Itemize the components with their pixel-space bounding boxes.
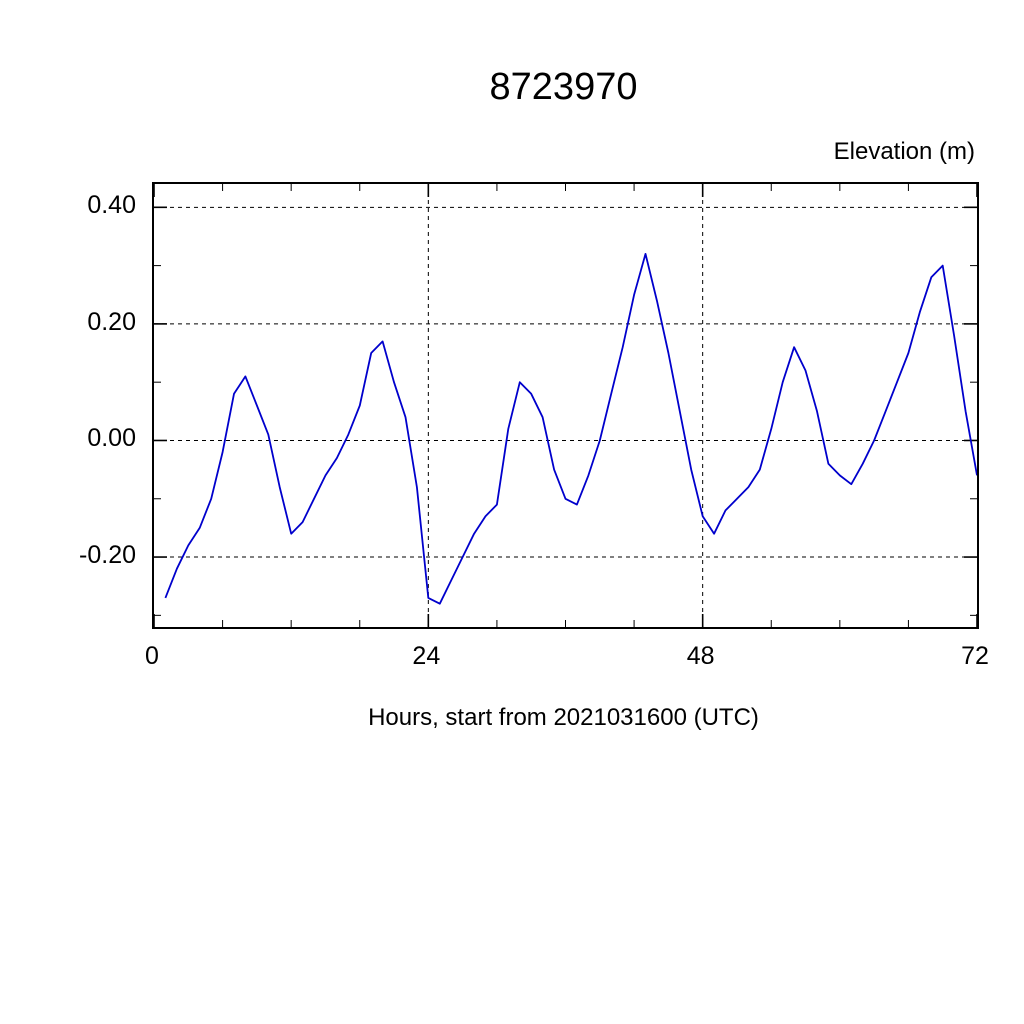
x-tick-label: 72 [961,642,989,670]
chart-title: 8723970 [489,66,638,108]
elevation-line [164,253,977,605]
y-tick-label: -0.20 [79,541,136,570]
y-axis-label: Elevation (m) [833,138,975,165]
x-tick-label: 48 [686,642,715,670]
x-tick-label: 24 [412,642,441,670]
chart-canvas [154,184,977,627]
y-tick-label: 0.20 [87,307,136,336]
x-axis-label: Hours, start from 2021031600 (UTC) [368,704,759,731]
y-tick-label: 0.40 [87,191,136,220]
x-tick-label: 0 [145,642,159,670]
y-tick-label: 0.00 [87,424,136,453]
plot-frame [152,182,979,629]
